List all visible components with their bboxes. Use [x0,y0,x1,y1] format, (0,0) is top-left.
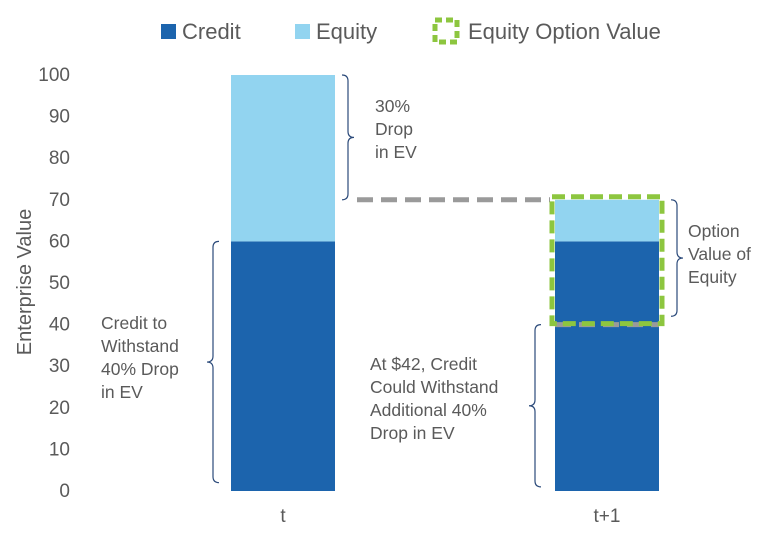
legend-label-equity-option-value: Equity Option Value [468,19,661,44]
annotation-option-line-3: Equity [688,267,737,287]
bracket-drop30 [341,74,355,201]
annotation-credit40-line-4: in EV [101,382,143,402]
legend-label-credit: Credit [182,19,241,44]
y-tick-label-20: 20 [49,398,70,419]
annotation-credit42-line-3: Additional 40% [370,400,487,420]
annotation-drop30-line-2: Drop [375,119,413,139]
y-tick-label-50: 50 [49,273,70,294]
annotation-option-line-1: Option [688,221,740,241]
annotation-drop30-line-3: in EV [375,142,417,162]
annotation-credit42-line-4: Drop in EV [370,423,455,443]
bracket-credit42 [528,324,542,488]
y-tick-label-0: 0 [59,481,70,502]
annotation-credit42-line-2: Could Withstand [370,377,498,397]
y-tick-label-10: 10 [49,439,70,460]
bar-credit-t-1 [555,241,659,491]
x-tick-label-t-1: t+1 [594,506,621,527]
bar-equity-t [231,75,335,242]
annotation-credit40-line-2: Withstand [101,336,179,356]
option-value-box [549,194,665,327]
legend-swatch-equity [295,24,310,39]
legend: Credit Equity Equity Option Value [161,17,661,45]
y-tick-label-90: 90 [49,107,70,128]
bracket-option [670,199,684,317]
annotation-credit40-line-3: 40% Drop [101,359,179,379]
y-axis-ticks: 0 10 20 30 40 50 60 70 80 90 100 [38,65,70,502]
y-tick-label-70: 70 [49,190,70,211]
annotation-credit42-line-1: At $42, Credit [370,354,477,374]
x-tick-label-t: t [280,506,286,527]
y-tick-label-40: 40 [49,315,70,336]
y-tick-label-100: 100 [38,65,70,86]
legend-label-equity: Equity [316,19,377,44]
annotation-drop30-line-1: 30% [375,96,410,116]
legend-swatch-credit [161,24,176,39]
y-tick-label-80: 80 [49,148,70,169]
annotation-option-line-2: Value of [688,244,751,264]
bars [231,75,659,491]
legend-swatch-equity-option-value [432,17,460,45]
annotation-credit40-line-1: Credit to [101,313,167,333]
y-tick-label-60: 60 [49,231,70,252]
bracket-credit40 [206,240,220,484]
y-tick-label-30: 30 [49,356,70,377]
y-axis-label: Enterprise Value [14,209,36,355]
bar-equity-t-1 [555,199,659,242]
option-value-box-group [549,194,665,327]
annotations: 30% Drop in EV Credit to Withstand 40% Drop in… [101,74,751,488]
bar-credit-t [231,241,335,491]
x-axis-ticks: t t+1 [280,506,620,527]
